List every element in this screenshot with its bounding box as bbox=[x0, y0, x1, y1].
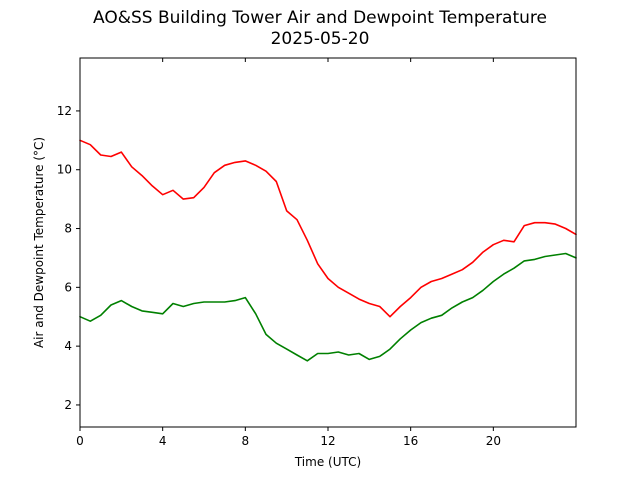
y-tick-label: 6 bbox=[64, 280, 72, 294]
y-tick-label: 12 bbox=[57, 104, 72, 118]
chart-title-line: AO&SS Building Tower Air and Dewpoint Te… bbox=[92, 8, 547, 28]
x-tick-label: 4 bbox=[159, 434, 167, 448]
y-axis-label: Air and Dewpoint Temperature (°C) bbox=[32, 137, 46, 348]
series-line-2 bbox=[79, 252, 577, 362]
x-tick-label: 12 bbox=[320, 434, 335, 448]
chart-title: AO&SS Building Tower Air and Dewpoint Te… bbox=[0, 8, 640, 50]
y-tick-label: 8 bbox=[64, 222, 72, 236]
chart-subtitle-line: 2025-05-20 bbox=[270, 29, 370, 49]
x-axis-label: Time (UTC) bbox=[294, 455, 361, 469]
x-tick-label: 8 bbox=[242, 434, 250, 448]
y-axis: 2 4 6 8 10 12 bbox=[57, 104, 80, 412]
y-tick-label: 2 bbox=[64, 398, 72, 412]
x-tick-label: 0 bbox=[76, 434, 84, 448]
x-tick-label: 16 bbox=[403, 434, 418, 448]
y-tick-label: 10 bbox=[57, 163, 72, 177]
x-axis: 0 4 8 12 16 20 bbox=[76, 58, 501, 448]
series-line-1 bbox=[79, 139, 577, 318]
y-tick-label: 4 bbox=[64, 339, 72, 353]
plot-frame bbox=[79, 57, 577, 428]
series-layer bbox=[79, 139, 577, 362]
x-tick-label: 20 bbox=[486, 434, 501, 448]
